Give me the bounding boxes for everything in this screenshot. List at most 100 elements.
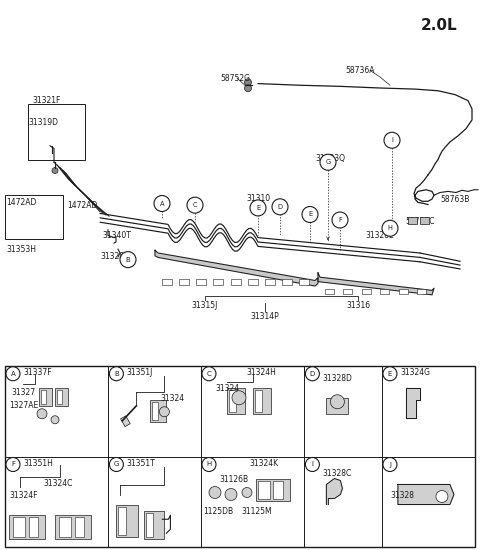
Text: 31337F: 31337F xyxy=(23,368,52,377)
Circle shape xyxy=(6,458,20,471)
Text: I: I xyxy=(312,461,313,468)
Text: 31324K: 31324K xyxy=(249,459,278,468)
Circle shape xyxy=(109,367,123,381)
Bar xyxy=(179,279,189,285)
Bar xyxy=(5,195,63,239)
Polygon shape xyxy=(155,250,318,286)
Bar xyxy=(214,279,223,285)
Bar xyxy=(28,104,85,160)
Circle shape xyxy=(383,458,397,471)
Circle shape xyxy=(6,367,20,381)
Circle shape xyxy=(330,395,344,409)
Text: E: E xyxy=(388,371,392,377)
Bar xyxy=(55,515,91,539)
Bar xyxy=(258,481,270,498)
Text: 31125M: 31125M xyxy=(241,507,272,515)
Circle shape xyxy=(383,367,397,381)
Text: 31324: 31324 xyxy=(215,384,239,393)
Bar xyxy=(227,388,245,414)
Text: 31324: 31324 xyxy=(160,394,184,403)
Bar xyxy=(265,279,275,285)
Text: D: D xyxy=(277,204,283,210)
Text: 31126B: 31126B xyxy=(219,475,248,483)
Text: 31328D: 31328D xyxy=(323,374,352,383)
Text: 31316: 31316 xyxy=(346,301,370,310)
Text: 31310: 31310 xyxy=(246,194,270,202)
Text: 31328C: 31328C xyxy=(323,469,352,477)
Circle shape xyxy=(225,488,237,501)
Text: H: H xyxy=(206,461,212,468)
Text: B: B xyxy=(114,371,119,377)
Bar xyxy=(29,517,38,537)
Text: B: B xyxy=(126,257,131,262)
Circle shape xyxy=(382,220,398,236)
Text: I: I xyxy=(391,138,393,143)
Bar xyxy=(13,517,25,537)
Bar xyxy=(144,512,164,539)
Circle shape xyxy=(51,416,59,424)
Bar xyxy=(41,390,46,404)
Text: 31340T: 31340T xyxy=(102,231,131,240)
Circle shape xyxy=(244,85,252,92)
Bar xyxy=(380,289,389,294)
Bar xyxy=(146,513,154,537)
Text: H: H xyxy=(387,226,393,231)
Text: E: E xyxy=(308,212,312,217)
Text: 1472AD: 1472AD xyxy=(67,201,97,210)
Text: 58736A: 58736A xyxy=(345,66,374,75)
Bar xyxy=(9,515,45,539)
Text: 2.0L: 2.0L xyxy=(420,18,457,33)
Bar xyxy=(299,279,309,285)
Bar xyxy=(248,279,258,285)
Circle shape xyxy=(109,458,123,471)
Bar xyxy=(398,289,408,294)
Bar xyxy=(39,388,52,406)
Bar xyxy=(253,388,271,414)
Bar xyxy=(162,279,172,285)
Circle shape xyxy=(302,206,318,223)
Circle shape xyxy=(202,458,216,471)
Bar xyxy=(408,217,417,224)
Text: 31351J: 31351J xyxy=(126,368,153,377)
Bar xyxy=(282,279,292,285)
Bar xyxy=(57,390,62,404)
Text: 31324G: 31324G xyxy=(400,368,430,377)
Text: E: E xyxy=(256,205,260,211)
Text: 31314P: 31314P xyxy=(251,312,279,321)
Bar xyxy=(150,400,167,422)
Text: 31321F: 31321F xyxy=(32,96,60,105)
Text: 31328: 31328 xyxy=(390,491,414,499)
Bar xyxy=(153,402,158,420)
Bar xyxy=(325,289,334,294)
Bar xyxy=(230,279,240,285)
Bar xyxy=(55,388,68,406)
Bar xyxy=(75,517,84,537)
Polygon shape xyxy=(318,273,434,295)
Circle shape xyxy=(244,79,252,86)
Bar xyxy=(120,416,130,427)
Circle shape xyxy=(209,487,221,498)
Circle shape xyxy=(202,367,216,381)
Text: 58752G: 58752G xyxy=(220,74,250,83)
Bar xyxy=(117,505,138,537)
Circle shape xyxy=(52,168,58,173)
Circle shape xyxy=(154,195,170,212)
Bar xyxy=(5,366,475,547)
Circle shape xyxy=(37,409,47,419)
Circle shape xyxy=(120,251,136,268)
Bar xyxy=(343,289,352,294)
Text: 31315J: 31315J xyxy=(192,301,218,310)
Text: 31327: 31327 xyxy=(11,388,35,397)
Polygon shape xyxy=(398,485,454,504)
Bar xyxy=(255,390,262,412)
Circle shape xyxy=(305,458,319,471)
Text: G: G xyxy=(114,461,119,468)
Circle shape xyxy=(272,199,288,215)
Text: 1472AD: 1472AD xyxy=(6,198,36,207)
Text: C: C xyxy=(192,202,197,208)
Bar xyxy=(326,398,348,414)
Bar xyxy=(273,481,283,498)
Text: 31328K: 31328K xyxy=(100,252,129,261)
Text: A: A xyxy=(160,201,164,206)
Text: 31353H: 31353H xyxy=(6,245,36,254)
